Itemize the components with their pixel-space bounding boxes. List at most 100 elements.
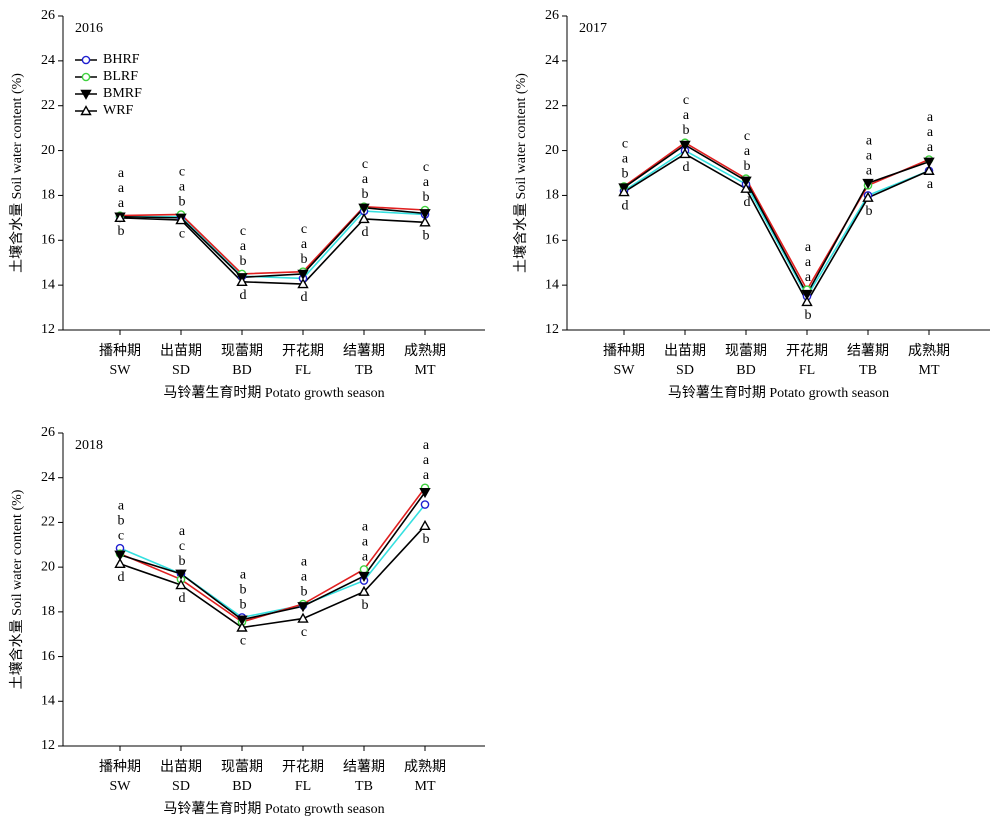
marker [862,178,874,190]
x-tick-label: 现蕾期 [221,343,263,359]
significance-letter: a [362,520,369,535]
series-line [119,206,426,279]
y-tick-label: 16 [41,649,55,664]
significance-letter: a [118,498,125,513]
significance-letter: c [744,129,750,144]
marker [175,569,187,580]
y-tick-label: 20 [41,143,55,158]
significance-letter: b [240,254,247,269]
significance-letter: b [423,532,430,547]
x-tick-label: 结薯期 [847,343,889,359]
significance-letter: c [423,160,429,175]
x-tick-label: FL [295,779,311,794]
significance-letter: a [866,133,873,148]
y-tick-label: 26 [41,8,55,23]
y-tick-label: 22 [41,515,55,530]
marker [420,500,430,509]
significance-letter: b [240,598,247,613]
significance-letter: a [118,166,125,181]
marker [419,209,431,220]
panel-title: 2017 [579,21,607,36]
series-line [119,217,426,285]
significance-letter: d [744,195,751,210]
marker [236,621,248,632]
significance-letter: b [301,252,308,267]
marker [862,191,874,202]
significance-letter: b [362,187,369,202]
series-line [623,141,930,292]
x-tick-label: SD [172,363,190,378]
x-tick-label: BD [736,363,755,378]
legend-label: BHRF [103,52,140,67]
series-line [623,149,930,298]
significance-letter: c [179,539,185,554]
y-tick-label: 24 [545,53,559,68]
x-tick-label: 出苗期 [160,759,202,775]
series-line [119,525,426,629]
significance-letter: c [240,634,246,649]
significance-letter: a [240,568,247,583]
x-tick-label: SD [676,363,694,378]
significance-letter: a [744,144,751,159]
marker [419,216,431,227]
marker [419,488,431,499]
x-tick-label: 播种期 [99,343,141,359]
significance-letter: c [179,165,185,180]
significance-letter: a [683,108,690,123]
y-tick-label: 12 [545,322,559,337]
significance-letter: a [866,163,873,178]
x-axis-label: 马铃薯生育时期 Potato growth season [163,801,384,817]
significance-letter: b [423,190,430,205]
marker [236,615,248,626]
x-tick-label: BD [232,363,251,378]
x-tick-label: 现蕾期 [221,759,263,775]
significance-letter: c [683,93,689,108]
x-tick-label: 结薯期 [343,759,385,775]
x-axis-label: 马铃薯生育时期 Potato growth season [668,385,889,401]
marker [740,176,752,187]
significance-letter: b [301,584,308,599]
significance-letter: b [118,224,125,239]
y-axis-label: 土壤含水量 Soil water content (%) [8,489,25,689]
y-tick-label: 18 [545,188,559,203]
y-tick-label: 14 [545,277,559,292]
y-tick-label: 24 [41,470,55,485]
marker [114,550,126,561]
legend-label: BMRF [103,86,142,101]
y-tick-label: 26 [41,425,55,440]
x-tick-label: 播种期 [99,759,141,775]
significance-letter: b [240,583,247,598]
series-line [119,491,426,621]
significance-letter: a [179,180,186,195]
x-tick-label: MT [919,363,940,378]
significance-letter: a [927,140,934,155]
significance-letter: a [927,125,934,140]
x-tick-label: SW [614,363,636,378]
y-axis-label: 土壤含水量 Soil water content (%) [512,73,529,273]
x-axis-label: 马铃薯生育时期 Potato growth season [163,385,384,401]
significance-letter: c [362,157,368,172]
y-tick-label: 14 [41,694,55,709]
significance-letter: a [805,255,812,270]
y-tick-label: 20 [41,559,55,574]
significance-letter: b [362,598,369,613]
marker [679,148,691,159]
marker [114,557,126,568]
marker [114,211,126,223]
significance-letter: c [179,226,185,241]
x-tick-label: 开花期 [282,343,324,359]
significance-letter: b [118,513,125,528]
x-tick-label: MT [415,779,436,794]
significance-letter: a [301,569,308,584]
significance-letter: a [179,524,186,539]
marker [358,213,370,224]
marker [801,289,813,301]
significance-letter: d [118,570,125,585]
x-tick-label: 成熟期 [404,759,446,775]
marker [81,55,91,65]
significance-letter: a [362,535,369,550]
y-tick-label: 26 [545,8,559,23]
significance-letter: b [683,123,690,138]
significance-letter: b [423,229,430,244]
